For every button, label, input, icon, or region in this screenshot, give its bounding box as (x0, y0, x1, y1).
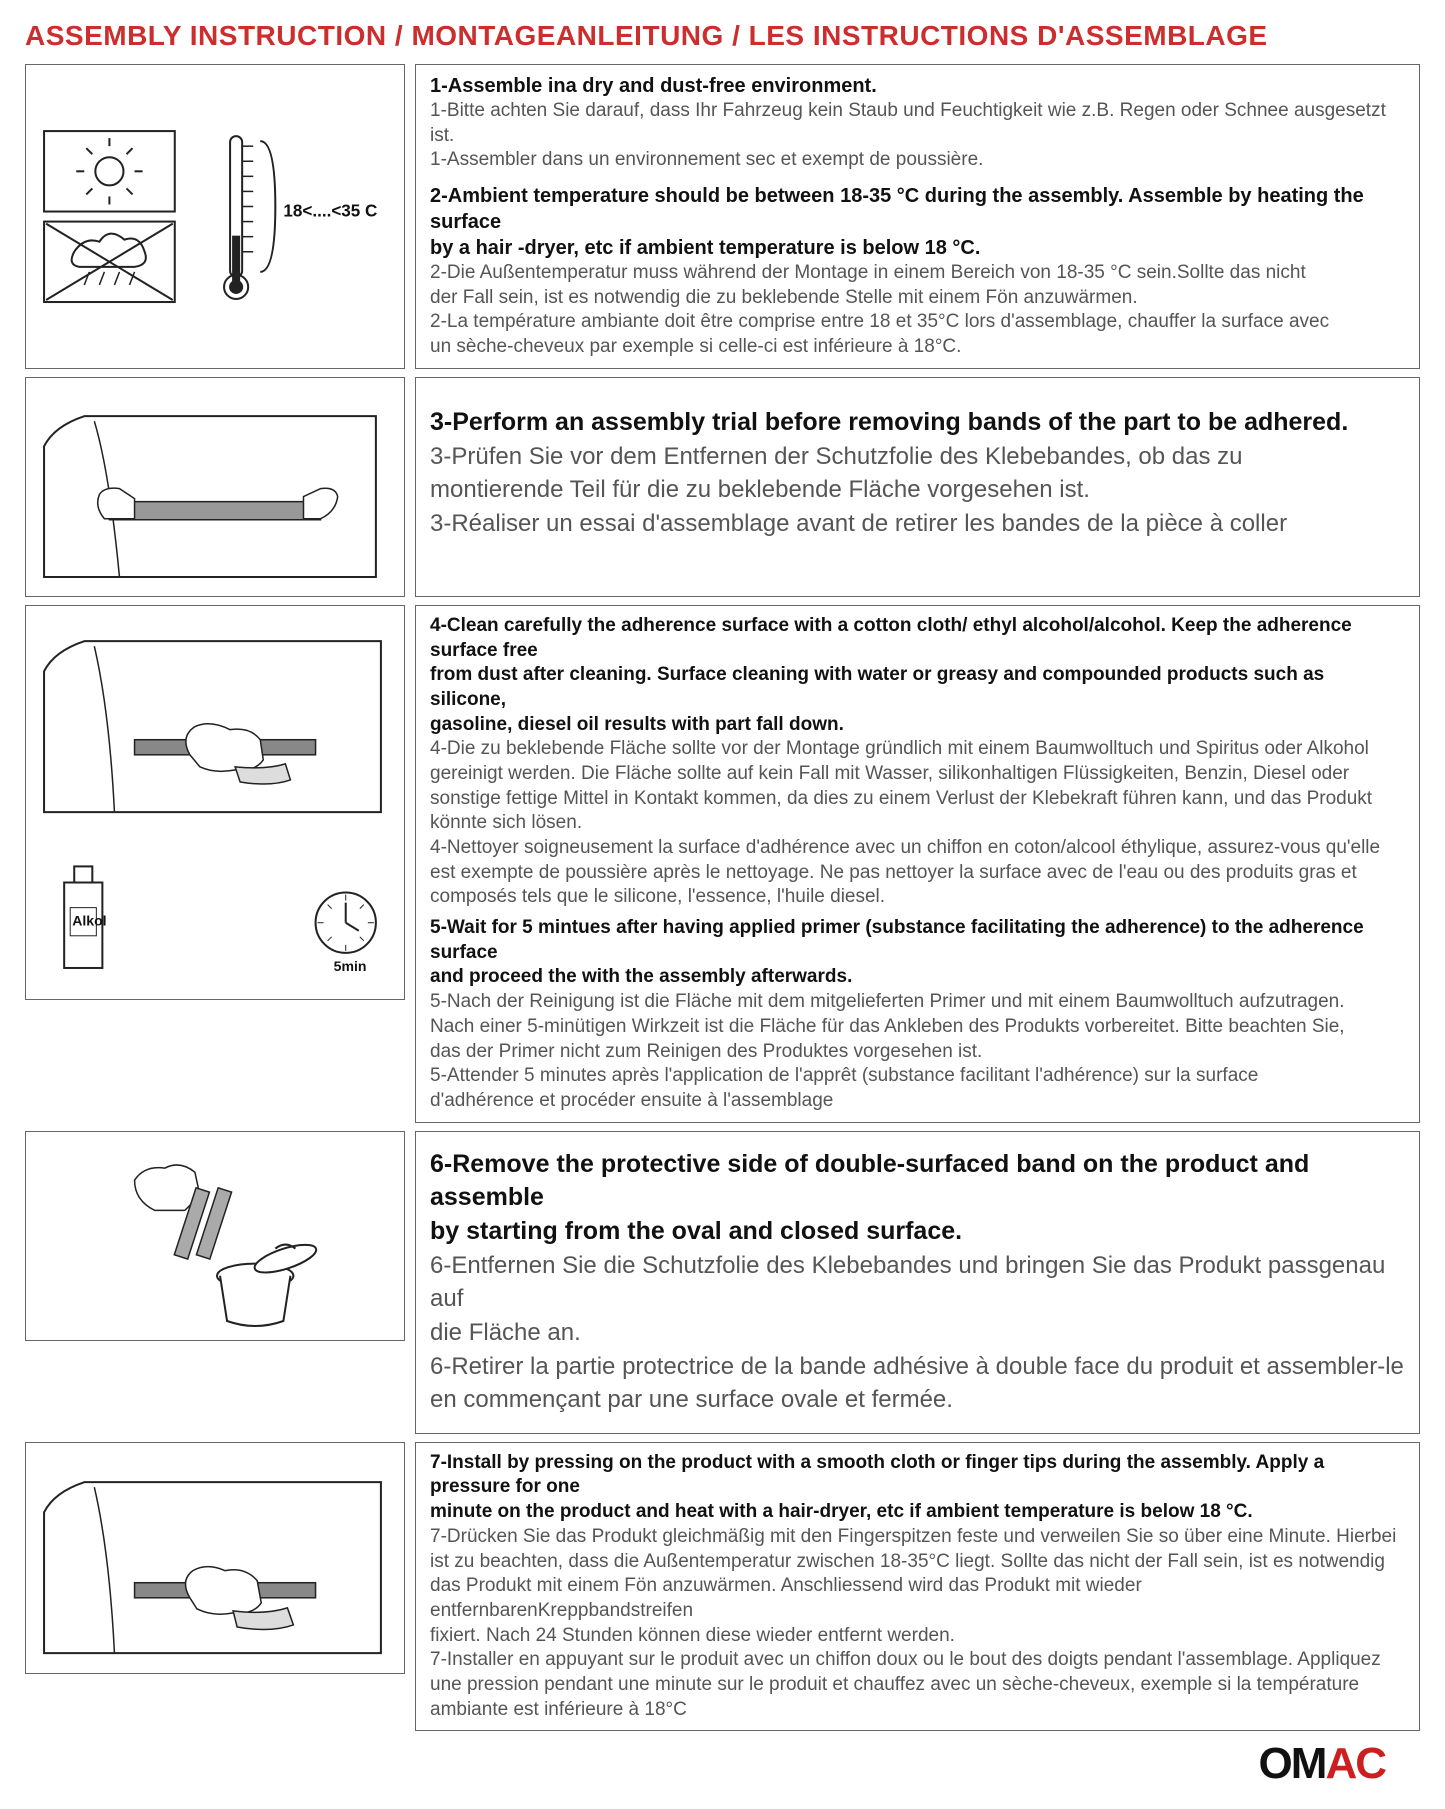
step-7-de-3: das Produkt mit einem Fön anzuwärmen. An… (430, 1574, 1405, 1623)
text-step-1-2: 1-Assemble ina dry and dust-free environ… (415, 64, 1420, 369)
step-5-de-2: Nach einer 5-minütigen Wirkzeit ist die … (430, 1015, 1405, 1040)
assembly-trial-icon (34, 386, 396, 587)
step-2-de-1: 2-Die Außentemperatur muss während der M… (430, 261, 1405, 286)
step-5-de-3: das der Primer nicht zum Reinigen des Pr… (430, 1040, 1405, 1065)
step-3-fr: 3-Réaliser un essai d'assemblage avant d… (430, 507, 1405, 541)
step-7-fr-2: une pression pendant une minute sur le p… (430, 1673, 1405, 1698)
step-4-en-2: from dust after cleaning. Surface cleani… (430, 663, 1405, 712)
step-7-de-4: fixiert. Nach 24 Stunden können diese wi… (430, 1624, 1405, 1649)
logo-letter-o: O (1259, 1739, 1291, 1789)
step-1-fr: 1-Assembler dans un environnement sec et… (430, 148, 1405, 173)
step-4-de-3: sonstige fettige Mittel in Kontakt komme… (430, 787, 1405, 812)
step-6-de-2: die Fläche an. (430, 1316, 1405, 1350)
step-1-de: 1-Bitte achten Sie darauf, dass Ihr Fahr… (430, 99, 1405, 148)
temp-environment-icon: 18<....<35 C (34, 116, 396, 317)
instruction-row-4: 6-Remove the protective side of double-s… (25, 1131, 1420, 1434)
illustration-step-4-5: Alkol 5min (25, 605, 405, 1000)
instruction-row-3: Alkol 5min 4-Clean carefully the adheren… (25, 605, 1420, 1123)
text-step-7: 7-Install by pressing on the product wit… (415, 1442, 1420, 1732)
illustration-step-3 (25, 377, 405, 597)
step-7-en-1: 7-Install by pressing on the product wit… (430, 1451, 1405, 1500)
step-5-en-2: and proceed the with the assembly afterw… (430, 965, 1405, 990)
step-5-de-1: 5-Nach der Reinigung ist die Fläche mit … (430, 990, 1405, 1015)
step-6-de-1: 6-Entfernen Sie die Schutzfolie des Kleb… (430, 1249, 1405, 1316)
remove-band-icon (34, 1140, 396, 1331)
step-2-de-2: der Fall sein, ist es notwendig die zu b… (430, 286, 1405, 311)
step-5-fr-1: 5-Attender 5 minutes après l'application… (430, 1064, 1405, 1089)
text-step-6: 6-Remove the protective side of double-s… (415, 1131, 1420, 1434)
step-4-de-4: könnte sich lösen. (430, 811, 1405, 836)
alkol-label: Alkol (72, 913, 106, 929)
step-4-en-3: gasoline, diesel oil results with part f… (430, 713, 1405, 738)
step-6-fr-1: 6-Retirer la partie protectrice de la ba… (430, 1350, 1405, 1384)
temp-range-label: 18<....<35 C (283, 201, 377, 220)
step-6-fr-2: en commençant par une surface ovale et f… (430, 1383, 1405, 1417)
page-title: ASSEMBLY INSTRUCTION / MONTAGEANLEITUNG … (25, 20, 1420, 52)
step-7-fr-3: ambiante est inférieure à 18°C (430, 1698, 1405, 1723)
clean-wait-icon: Alkol 5min (34, 611, 396, 993)
step-4-fr-2: est exempte de poussière après le nettoy… (430, 861, 1405, 886)
step-4-de-2: gereinigt werden. Die Fläche sollte auf … (430, 762, 1405, 787)
step-3-en: 3-Perform an assembly trial before remov… (430, 406, 1405, 440)
step-2-fr-2: un sèche-cheveux par exemple si celle-ci… (430, 335, 1405, 360)
step-4-en-1: 4-Clean carefully the adherence surface … (430, 614, 1405, 663)
step-3-de-1: 3-Prüfen Sie vor dem Entfernen der Schut… (430, 440, 1405, 474)
brand-logo: OMAC (25, 1739, 1420, 1789)
step-7-en-2: minute on the product and heat with a ha… (430, 1500, 1405, 1525)
logo-letter-c: C (1355, 1739, 1385, 1789)
logo-letter-a: A (1325, 1739, 1355, 1789)
instruction-row-1: 18<....<35 C 1-Assemble ina dry and dust… (25, 64, 1420, 369)
step-2-en-2: by a hair -dryer, etc if ambient tempera… (430, 235, 1405, 261)
step-7-de-2: ist zu beachten, dass die Außentemperatu… (430, 1550, 1405, 1575)
step-7-fr-1: 7-Installer en appuyant sur le produit a… (430, 1648, 1405, 1673)
step-1-en: 1-Assemble ina dry and dust-free environ… (430, 73, 1405, 99)
step-4-fr-1: 4-Nettoyer soigneusement la surface d'ad… (430, 836, 1405, 861)
step-6-en-2: by starting from the oval and closed sur… (430, 1215, 1405, 1249)
press-install-icon (34, 1452, 396, 1663)
step-6-en-1: 6-Remove the protective side of double-s… (430, 1148, 1405, 1216)
step-5-fr-2: d'adhérence et procéder ensuite à l'asse… (430, 1089, 1405, 1114)
text-step-4-5: 4-Clean carefully the adherence surface … (415, 605, 1420, 1123)
step-5-en-1: 5-Wait for 5 mintues after having applie… (430, 916, 1405, 965)
instruction-row-5: 7-Install by pressing on the product wit… (25, 1442, 1420, 1732)
step-2-en-1: 2-Ambient temperature should be between … (430, 183, 1405, 235)
step-4-de-1: 4-Die zu beklebende Fläche sollte vor de… (430, 737, 1405, 762)
instruction-row-2: 3-Perform an assembly trial before remov… (25, 377, 1420, 597)
step-7-de-1: 7-Drücken Sie das Produkt gleichmäßig mi… (430, 1525, 1405, 1550)
logo-letter-m: M (1291, 1739, 1326, 1789)
text-step-3: 3-Perform an assembly trial before remov… (415, 377, 1420, 597)
time-label: 5min (334, 958, 367, 974)
step-4-fr-3: composés tels que le silicone, l'essence… (430, 885, 1405, 910)
step-3-de-2: montierende Teil für die zu beklebende F… (430, 473, 1405, 507)
illustration-step-1-2: 18<....<35 C (25, 64, 405, 369)
step-2-fr-1: 2-La température ambiante doit être comp… (430, 310, 1405, 335)
illustration-step-6 (25, 1131, 405, 1341)
illustration-step-7 (25, 1442, 405, 1674)
